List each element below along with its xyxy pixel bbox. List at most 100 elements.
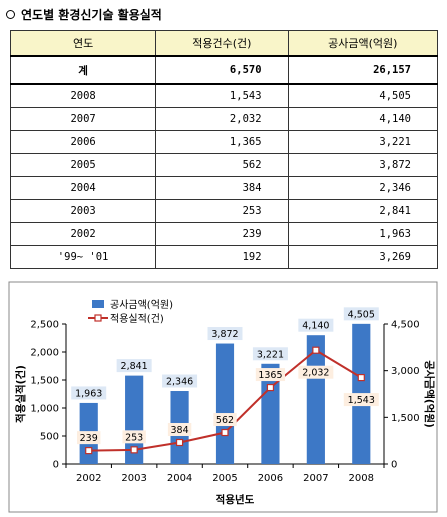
row-count: 1,543 xyxy=(155,83,289,108)
y-tick-label-right: 4,500 xyxy=(391,320,420,331)
line-data-label: 2,032 xyxy=(302,368,329,379)
line-marker xyxy=(85,447,93,455)
row-amount: 2,841 xyxy=(287,199,439,223)
x-tick-label: 2008 xyxy=(349,473,374,484)
row-count: 2,032 xyxy=(155,107,289,131)
line-marker xyxy=(130,446,138,454)
bar xyxy=(215,343,235,464)
legend-bar-swatch xyxy=(92,300,104,308)
table-row: 2008 1,543 4,505 xyxy=(9,83,439,108)
y-tick-label-left: 1,000 xyxy=(30,404,59,415)
row-year: 2008 xyxy=(9,83,157,108)
section-heading-text: 연도별 환경신기술 활용실적 xyxy=(21,8,162,22)
legend-line-label: 적용실적(건) xyxy=(110,313,164,325)
legend-bar-label: 공사금액(억원) xyxy=(110,299,173,311)
line-data-label: 1365 xyxy=(258,370,282,381)
bar-data-label: 1,963 xyxy=(75,388,102,399)
row-count: 384 xyxy=(155,176,289,200)
row-amount: 2,346 xyxy=(287,176,439,200)
x-tick-label: 2005 xyxy=(212,473,237,484)
row-amount: 4,505 xyxy=(287,83,439,108)
bar-data-label-bg xyxy=(116,359,152,373)
y-tick-label-left: 0 xyxy=(53,460,59,471)
line-marker xyxy=(175,438,184,447)
x-tick-label: 2006 xyxy=(258,473,283,484)
bar-data-label-bg xyxy=(207,327,243,341)
y-tick-label-right: 1,500 xyxy=(391,413,420,424)
bar-data-label: 4,505 xyxy=(348,309,375,320)
bar-data-label: 3,872 xyxy=(211,329,238,340)
table-row: 2004 384 2,346 xyxy=(9,176,439,200)
bar-data-label: 3,221 xyxy=(257,349,284,360)
total-amount: 26,157 xyxy=(287,55,439,85)
row-amount: 4,140 xyxy=(287,107,439,131)
y-tick-label-left: 1,500 xyxy=(30,376,59,387)
bar-data-label: 2,346 xyxy=(166,377,193,388)
line-marker xyxy=(312,346,320,354)
row-amount: 3,269 xyxy=(287,245,439,269)
bar-data-label: 2,841 xyxy=(121,361,148,372)
table-row: 2002 239 1,963 xyxy=(9,222,439,246)
line-data-label-bg xyxy=(213,413,237,427)
line-data-label: 384 xyxy=(171,425,189,436)
row-count: 1,365 xyxy=(155,130,289,154)
y-tick-label-left: 2,000 xyxy=(30,348,59,359)
usage-table: 연도 적용건수(건) 공사금액(억원) 계 6,570 26,157 2008 … xyxy=(9,30,439,269)
section-heading: 연도별 환경신기술 활용실적 xyxy=(6,6,162,23)
header-amount: 공사금액(억원) xyxy=(287,30,439,57)
row-year: 2002 xyxy=(9,222,157,246)
total-count: 6,570 xyxy=(155,55,289,85)
row-year: 2004 xyxy=(9,176,157,200)
x-tick-label: 2003 xyxy=(121,473,146,484)
bar-data-label-bg xyxy=(298,318,334,332)
row-year: 2006 xyxy=(9,130,157,154)
line-data-label-bg xyxy=(167,422,192,436)
line-data-label-bg xyxy=(298,365,334,379)
header-year: 연도 xyxy=(9,30,157,57)
y-tick-label-right: 3,000 xyxy=(391,366,420,377)
header-count: 적용건수(건) xyxy=(155,30,289,57)
row-year: 2007 xyxy=(9,107,157,131)
table-row: '99~ '01 192 3,269 xyxy=(9,245,439,269)
table-header-row: 연도 적용건수(건) 공사금액(억원) xyxy=(9,30,439,57)
y-axis-title: 적용실적(건) xyxy=(14,365,27,423)
bar-data-label-bg xyxy=(343,307,379,321)
table-row: 2003 253 2,841 xyxy=(9,199,439,223)
row-year: 2003 xyxy=(9,199,157,223)
line-marker xyxy=(357,373,365,382)
table-total-row: 계 6,570 26,157 xyxy=(9,55,439,85)
x-axis-title: 적용년도 xyxy=(216,493,255,506)
line-marker xyxy=(266,383,275,392)
row-amount: 3,221 xyxy=(287,130,439,154)
line-data-label-bg xyxy=(255,368,286,382)
line-data-label-bg xyxy=(343,393,379,407)
usage-chart: 0 500 1,000 1,500 2,000 2,500 0 1,500 3,000 4,500… xyxy=(8,281,438,513)
row-count: 253 xyxy=(155,199,289,223)
row-amount: 3,872 xyxy=(287,153,439,177)
line-marker xyxy=(221,428,229,437)
row-year: '99~ '01 xyxy=(9,245,157,269)
line-data-label: 562 xyxy=(216,415,234,426)
y-tick-label-left: 500 xyxy=(40,432,59,443)
legend-line-marker xyxy=(94,314,102,322)
y-tick-label-right: 0 xyxy=(391,460,397,471)
x-tick-label: 2007 xyxy=(303,473,328,484)
line-data-label-bg xyxy=(77,431,101,445)
table-row: 2005 562 3,872 xyxy=(9,153,439,177)
line-data-label-bg xyxy=(122,430,146,444)
row-count: 192 xyxy=(155,245,289,269)
line-data-label: 253 xyxy=(125,432,143,443)
row-year: 2005 xyxy=(9,153,157,177)
row-amount: 1,963 xyxy=(287,222,439,246)
y2-axis-title: 공사금액(억원) xyxy=(423,360,436,428)
bar-data-label: 4,140 xyxy=(302,321,329,332)
total-label: 계 xyxy=(9,55,157,85)
x-tick-label: 2002 xyxy=(76,473,101,484)
y-tick-label-left: 2,500 xyxy=(30,320,59,331)
bar-data-label-bg xyxy=(71,386,107,400)
row-count: 239 xyxy=(155,222,289,246)
x-tick-label: 2004 xyxy=(167,473,192,484)
circle-bullet-icon xyxy=(6,10,15,19)
table-row: 2006 1,365 3,221 xyxy=(9,130,439,154)
line-data-label: 239 xyxy=(80,433,98,444)
